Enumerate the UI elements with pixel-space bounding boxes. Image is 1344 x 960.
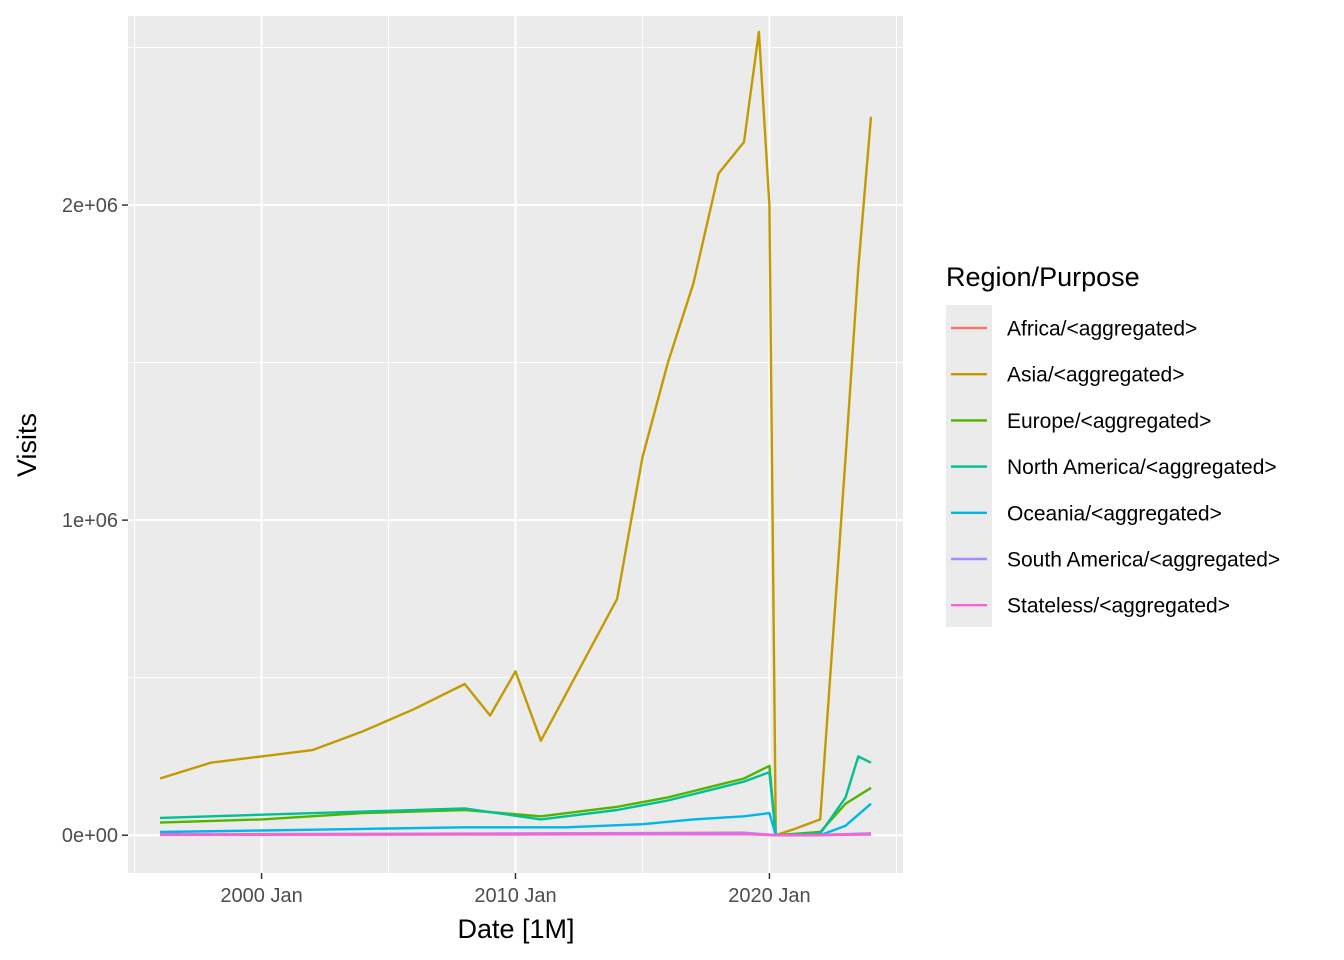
y-tick-label: 2e+06 (62, 195, 118, 217)
legend: Region/Purpose Africa/<aggregated> Asia/<… (946, 262, 1280, 627)
y-tick-label: 1e+06 (62, 510, 118, 532)
y-tick-label: 0e+00 (62, 825, 118, 847)
series-line-stateless (159, 833, 872, 837)
legend-items: Africa/<aggregated> Asia/<aggregated> Euro… (951, 318, 1280, 618)
series-line-north-america (159, 755, 872, 837)
legend-label: Europe/<aggregated> (1007, 410, 1211, 433)
legend-label: North America/<aggregated> (1007, 456, 1277, 479)
series-lines (159, 30, 873, 837)
legend-label: South America/<aggregated> (1007, 549, 1280, 572)
legend-label: Stateless/<aggregated> (1007, 595, 1230, 618)
x-axis: 2000 Jan 2010 Jan 2020 Jan (220, 873, 811, 907)
legend-label: Asia/<aggregated> (1007, 364, 1184, 387)
x-tick-label: 2010 Jan (474, 885, 556, 907)
x-tick-label: 2020 Jan (728, 885, 810, 907)
legend-label: Oceania/<aggregated> (1007, 502, 1222, 525)
series-line-asia (159, 30, 873, 837)
x-tick-label: 2000 Jan (220, 885, 302, 907)
series-line-europe (159, 764, 872, 837)
x-axis-title: Date [1M] (457, 914, 574, 944)
y-axis-title: Visits (12, 413, 42, 477)
legend-label: Africa/<aggregated> (1007, 318, 1197, 341)
y-axis: 0e+00 1e+06 2e+06 (62, 195, 128, 847)
legend-title: Region/Purpose (946, 262, 1140, 292)
